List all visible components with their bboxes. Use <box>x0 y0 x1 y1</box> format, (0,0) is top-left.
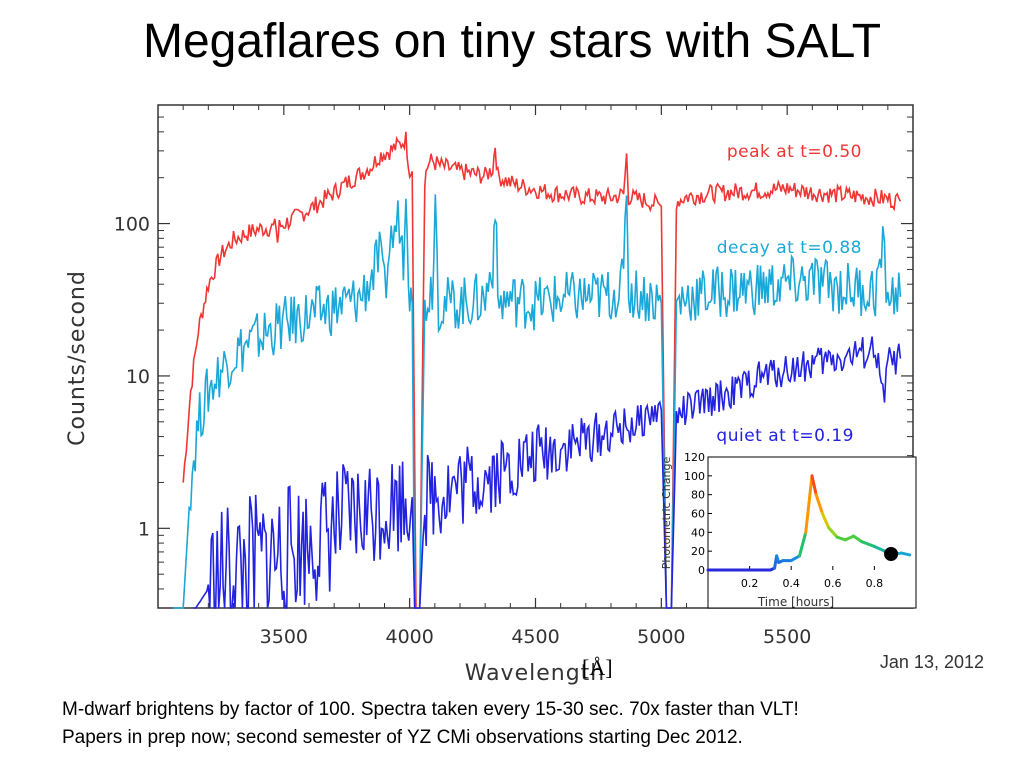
y-tick-label: 1 <box>138 518 150 540</box>
inset-x-tick-label: 0.6 <box>824 577 842 590</box>
series-label: quiet at t=0.19 <box>716 426 854 446</box>
inset-chart: 0.2 0.4 0.6 0.8 0 20 40 60 80 100 120 Time [hours]… <box>660 451 917 609</box>
x-tick-label: 4000 <box>385 626 433 648</box>
inset-time-marker <box>884 546 899 561</box>
y-tick-label: 10 <box>126 366 150 388</box>
main-labels: peak at t=0.50 decay at t=0.88 quiet at t=… <box>716 142 862 446</box>
inset-curve-segment <box>789 554 802 563</box>
inset-y-tick-label: 40 <box>691 526 705 539</box>
inset-curve-segment <box>872 544 887 553</box>
inset-x-tick-label: 0.8 <box>866 577 884 590</box>
inset-x-tick-label: 0.4 <box>782 577 800 590</box>
main-series <box>173 131 902 609</box>
inset-curve-segment <box>814 493 824 515</box>
inset-curve-segment <box>810 474 818 497</box>
series-line <box>173 194 902 609</box>
x-tick-label: 4500 <box>511 626 559 648</box>
inset-curve-segment <box>860 540 876 548</box>
inset-curve-segment <box>843 534 856 542</box>
inset-x-tick-label: 0.2 <box>741 577 759 590</box>
inset-curve-segment <box>827 526 839 539</box>
series-line <box>182 131 902 609</box>
inset-y-tick-label: 100 <box>684 470 705 483</box>
y-axis-label: Counts/second <box>65 270 90 446</box>
x-tick-label: 5000 <box>637 626 685 648</box>
slide-title: Megaflares on tiny stars with SALT <box>142 15 882 68</box>
x-tick-label: 3500 <box>260 626 308 648</box>
caption-line-1: M-dwarf brightens by factor of 100. Spec… <box>62 699 799 720</box>
caption-line-2: Papers in prep now; second semester of Y… <box>62 727 743 748</box>
inset-curve-segment <box>899 551 912 557</box>
series-label: decay at t=0.88 <box>717 238 862 258</box>
x-tick-label: 5500 <box>763 626 811 648</box>
x-axis-label: Wavelength <box>465 661 606 686</box>
inset-x-label: Time [hours] <box>757 595 834 609</box>
date-label: Jan 13, 2012 <box>879 652 984 672</box>
caption: M-dwarf brightens by factor of 100. Spec… <box>62 696 799 752</box>
series-line <box>193 336 902 609</box>
inset-y-tick-label: 60 <box>691 508 705 521</box>
inset-curve-segment <box>820 512 831 530</box>
y-tick-label: 100 <box>114 214 150 236</box>
inset-series <box>706 474 912 572</box>
inset-y-tick-label: 120 <box>684 451 705 464</box>
inset-curve-segment <box>798 530 808 558</box>
inset-y-tick-label: 80 <box>691 489 705 502</box>
x-unit-label: [Å] <box>582 655 613 680</box>
inset-curve-segment <box>852 534 864 544</box>
inset-y-tick-label: 0 <box>698 564 705 577</box>
spectrum-chart: 3500 4000 4500 5000 5500 1 10 100 peak at t=0.5… <box>65 104 917 686</box>
inset-ticks: 0.2 0.4 0.6 0.8 0 20 40 60 80 100 120 <box>684 451 883 590</box>
inset-y-tick-label: 20 <box>691 545 705 558</box>
series-label: peak at t=0.50 <box>727 142 862 162</box>
inset-curve-segment <box>804 474 814 534</box>
inset-y-label: Photometric Change <box>660 457 673 570</box>
